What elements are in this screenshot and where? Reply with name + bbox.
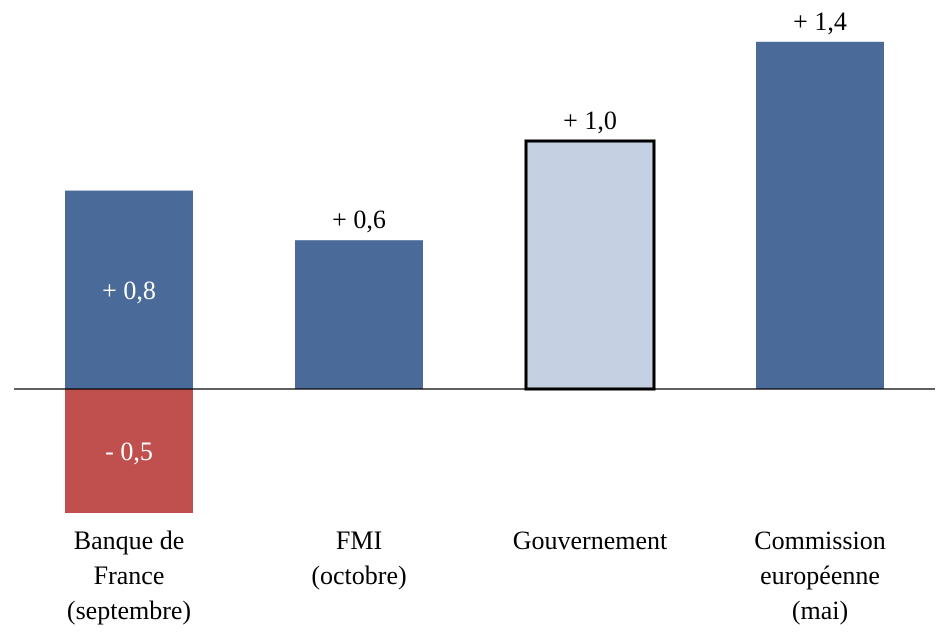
data-label: + 0,8 (102, 276, 156, 305)
x-tick-label: européenne (760, 561, 880, 590)
x-tick-label: Commission (754, 526, 885, 555)
data-label: + 1,0 (563, 106, 617, 135)
data-label: + 1,4 (793, 7, 847, 36)
bar (295, 240, 423, 389)
bar (65, 190, 193, 389)
x-tick-label: (mai) (792, 596, 848, 625)
x-tick-label: Gouvernement (513, 526, 668, 555)
data-label: + 0,6 (332, 205, 386, 234)
x-tick-label: FMI (336, 526, 382, 555)
data-label: - 0,5 (105, 437, 153, 466)
bar (524, 139, 656, 391)
bar (65, 389, 193, 513)
x-tick-label: (octobre) (311, 561, 406, 590)
x-tick-label: France (94, 561, 165, 590)
x-tick-label: Banque de (74, 526, 184, 555)
x-tick-label: (septembre) (67, 596, 191, 625)
bar (756, 41, 884, 390)
